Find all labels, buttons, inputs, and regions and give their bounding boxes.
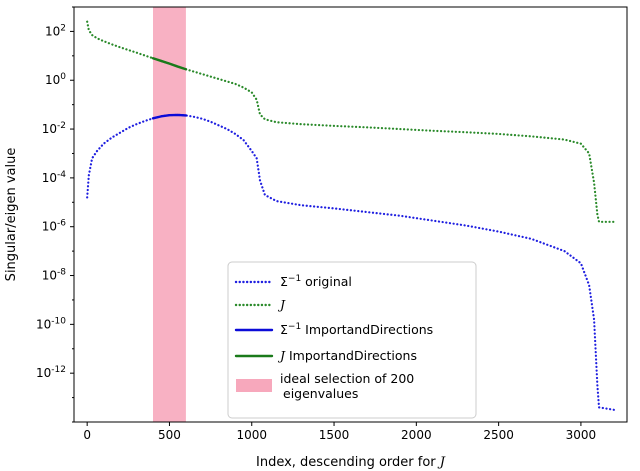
series-line-1	[86, 20, 615, 223]
shaded-selection-region	[153, 7, 186, 422]
y-tick-label: 10-10	[36, 316, 66, 331]
y-tick-label: 10-6	[42, 219, 67, 234]
axes-frame	[73, 6, 628, 423]
x-tick-label: 1500	[319, 428, 350, 442]
legend: Σ−1 original J Σ−1 ImportandDirections J Im…	[227, 261, 477, 419]
plot-area	[86, 7, 615, 422]
y-tick-label: 10-2	[42, 121, 66, 136]
x-axis-label: Index, descending order for J	[256, 455, 446, 470]
series-line-2	[151, 113, 188, 120]
axes: 0 500 1000 1500 2000 2500 3000 10-12 10-10 10-8 10…	[36, 6, 628, 442]
legend-label: Σ−1 ImportandDirections	[280, 322, 433, 337]
x-tick-label: 0	[83, 428, 91, 442]
legend-label-line2: eigenvalues	[283, 386, 358, 401]
series-line-0	[86, 113, 615, 411]
x-tick-label: 2000	[401, 428, 432, 442]
legend-swatch-patch	[236, 379, 272, 392]
legend-label: J ImportandDirections	[277, 348, 417, 363]
x-tick-label: 3000	[566, 428, 597, 442]
y-tick-label: 102	[45, 23, 66, 38]
legend-box	[227, 261, 477, 419]
series-line-3	[151, 57, 188, 71]
y-axis-label: Singular/eigen value	[4, 148, 19, 282]
legend-label: J	[277, 297, 286, 312]
x-tick-label: 500	[158, 428, 181, 442]
legend-label: ideal selection of 200	[280, 371, 414, 386]
y-tick-label: 10-8	[42, 268, 67, 283]
y-tick-label: 10-12	[36, 365, 66, 380]
x-tick-label: 2500	[483, 428, 514, 442]
y-tick-label: 10-4	[42, 170, 67, 185]
x-tick-label: 1000	[236, 428, 267, 442]
y-tick-label: 100	[45, 72, 66, 87]
legend-label: Σ−1 original	[280, 274, 352, 289]
